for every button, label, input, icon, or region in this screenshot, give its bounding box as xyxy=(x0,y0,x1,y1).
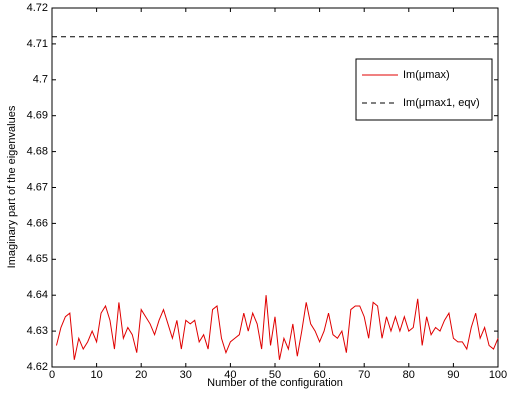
x-tick-label: 70 xyxy=(358,369,370,381)
x-tick-label: 100 xyxy=(489,369,507,381)
x-tick-label: 20 xyxy=(135,369,147,381)
y-tick-label: 4.63 xyxy=(27,325,48,337)
x-tick-label: 50 xyxy=(269,369,281,381)
y-tick-label: 4.68 xyxy=(27,146,48,158)
y-tick-label: 4.71 xyxy=(27,38,48,50)
x-tick-label: 40 xyxy=(224,369,236,381)
legend-box xyxy=(355,58,493,121)
x-axis-label: Number of the configuration xyxy=(207,377,343,389)
legend-label: Im(μmax) xyxy=(403,69,450,81)
x-tick-label: 30 xyxy=(180,369,192,381)
legend-label: Im(μmax1, eqv) xyxy=(403,97,480,109)
y-tick-label: 4.65 xyxy=(27,253,48,265)
x-tick-label: 10 xyxy=(90,369,102,381)
y-tick-label: 4.67 xyxy=(27,181,48,193)
x-tick-label: 90 xyxy=(447,369,459,381)
y-tick-label: 4.7 xyxy=(33,74,48,86)
y-axis-label: Imaginary part of the eigenvalues xyxy=(6,105,18,268)
y-tick-label: 4.72 xyxy=(27,2,48,14)
x-tick-label: 60 xyxy=(313,369,325,381)
y-tick-label: 4.69 xyxy=(27,110,48,122)
y-tick-label: 4.64 xyxy=(27,289,48,301)
data-line xyxy=(55,295,499,360)
y-tick-label: 4.66 xyxy=(27,217,48,229)
x-tick-label: 80 xyxy=(403,369,415,381)
x-tick-label: 0 xyxy=(49,369,55,381)
y-tick-label: 4.62 xyxy=(27,361,48,373)
